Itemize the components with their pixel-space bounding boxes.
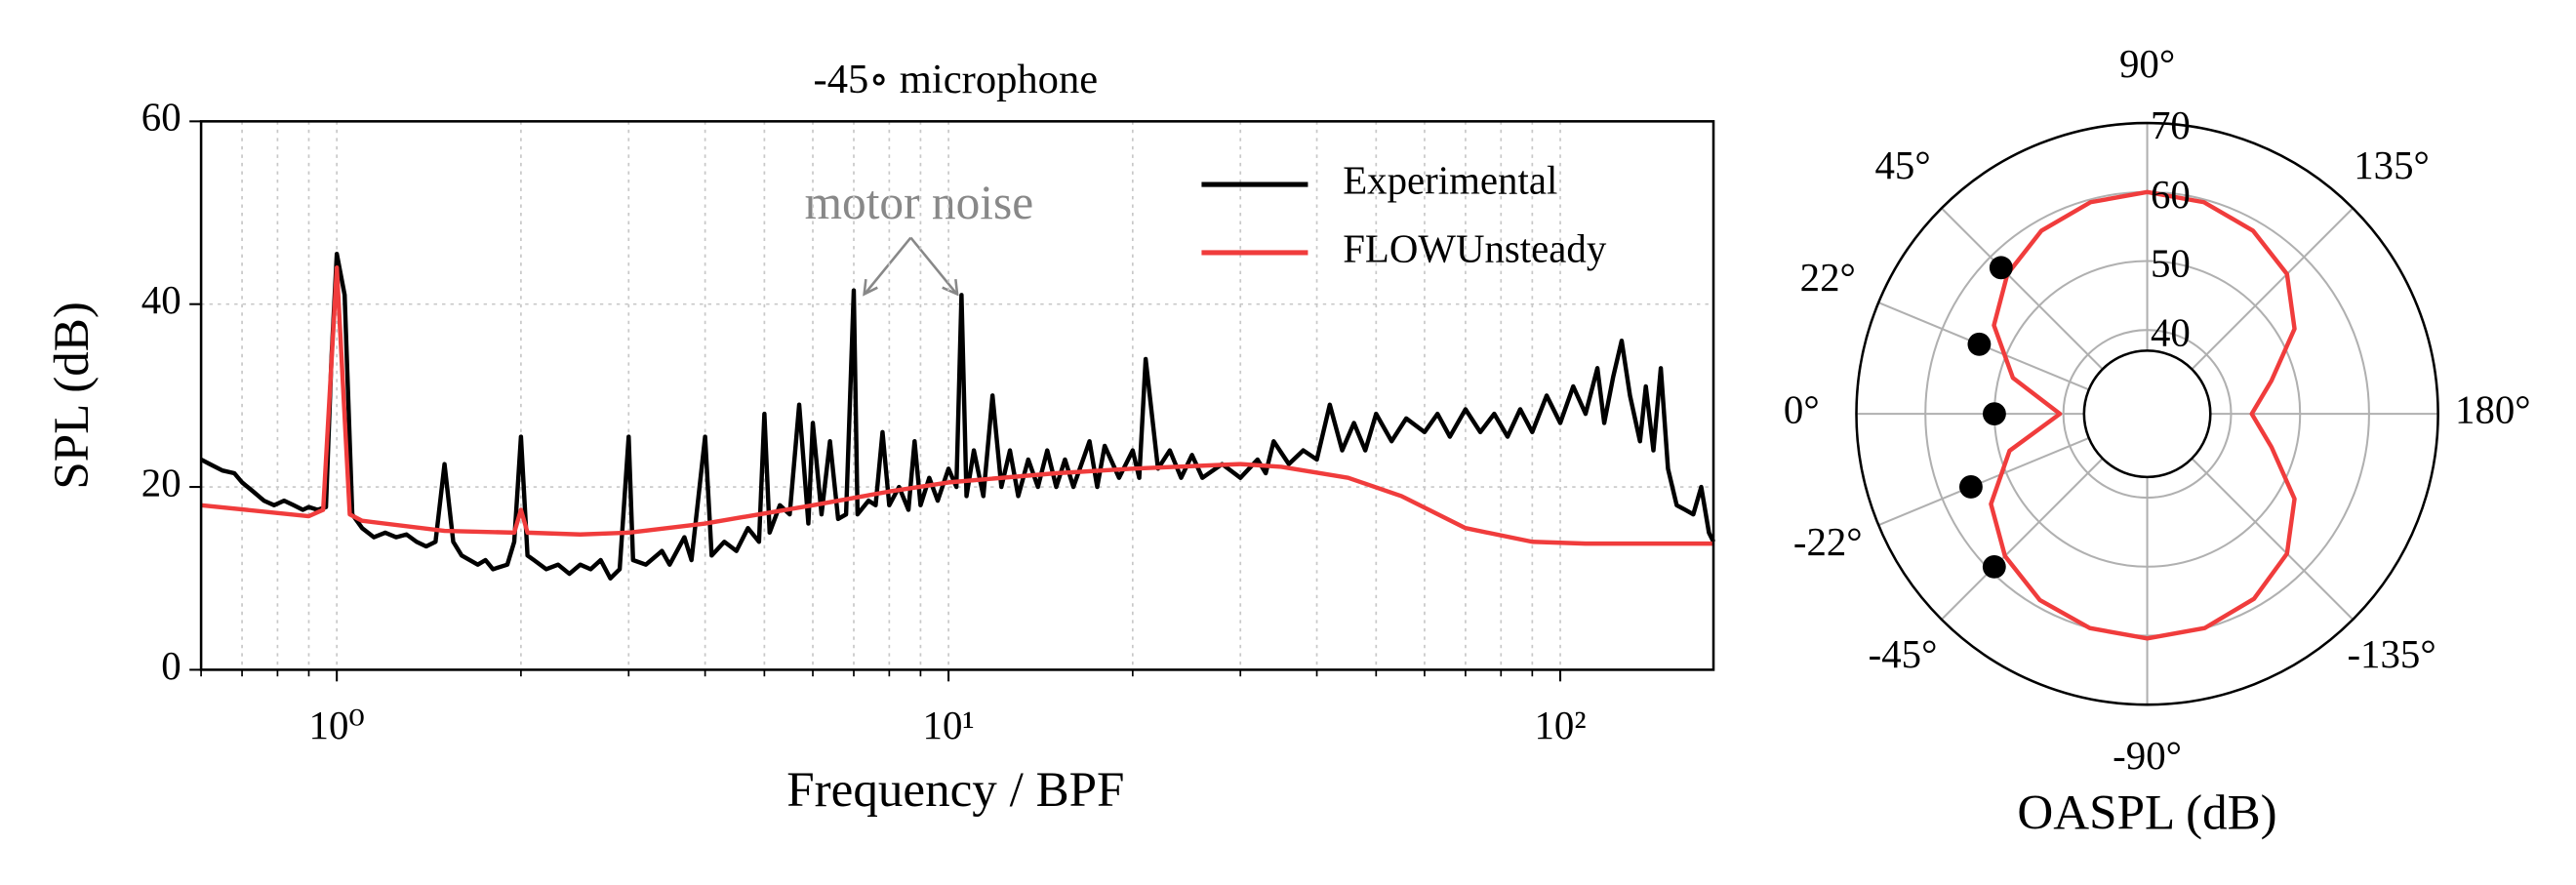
y-tick-label: 20 [141, 461, 181, 504]
angle-label: 22° [1800, 256, 1856, 300]
angle-label: -22° [1793, 520, 1863, 564]
y-tick-label: 0 [161, 644, 181, 688]
angle-label: 90° [2119, 42, 2175, 86]
y-axis-label: SPL (dB) [44, 302, 100, 490]
angular-grid-line [2191, 207, 2355, 371]
polar-outer-boundary [1855, 121, 2439, 706]
x-axis-label: Frequency / BPF [786, 762, 1124, 818]
radial-tick-label: 60 [2151, 173, 2191, 217]
radial-tick-label: 40 [2151, 310, 2191, 354]
polar-inner-boundary [2082, 349, 2212, 479]
chart-title: -45∘ microphone [814, 57, 1099, 102]
angle-label: -90° [2113, 734, 2182, 778]
legend-label: Experimental [1343, 158, 1557, 202]
radial-tick-label: 50 [2151, 242, 2191, 286]
angular-grid-line [1941, 458, 2104, 621]
polar-axis-label: OASPL (dB) [2017, 785, 2276, 841]
annotation-arrows [863, 236, 959, 297]
y-tick-label: 40 [141, 278, 181, 322]
angle-label: 45° [1874, 143, 1930, 187]
polar-curve [1989, 189, 2297, 641]
annotation: motor noise [805, 176, 1034, 229]
angular-grid-line [2191, 458, 2355, 621]
x-tick-label: 10² [1534, 704, 1586, 747]
angular-grid-line [1941, 207, 2104, 371]
polar-dot [1989, 256, 2013, 280]
angle-label: -45° [1869, 632, 1938, 676]
x-tick-label: 10⁰ [309, 704, 365, 747]
x-tick-label: 10¹ [923, 704, 975, 747]
data-line [200, 265, 1714, 546]
polar-dot [1982, 554, 2006, 579]
data-line [200, 251, 1716, 581]
y-tick-label: 60 [141, 96, 181, 140]
polar-dot [1983, 402, 2006, 426]
polar-dot [1967, 332, 1992, 356]
angle-label: 180° [2455, 387, 2531, 431]
angle-label: 135° [2354, 143, 2430, 187]
angular-grid-line [1877, 436, 2090, 527]
angle-label: 0° [1784, 387, 1820, 431]
legend-label: FLOWUnsteady [1343, 226, 1607, 270]
polar-dot [1958, 475, 1983, 499]
radial-tick-label: 70 [2151, 103, 2191, 147]
angle-label: -135° [2347, 632, 2435, 676]
plot-frame [199, 120, 1715, 671]
